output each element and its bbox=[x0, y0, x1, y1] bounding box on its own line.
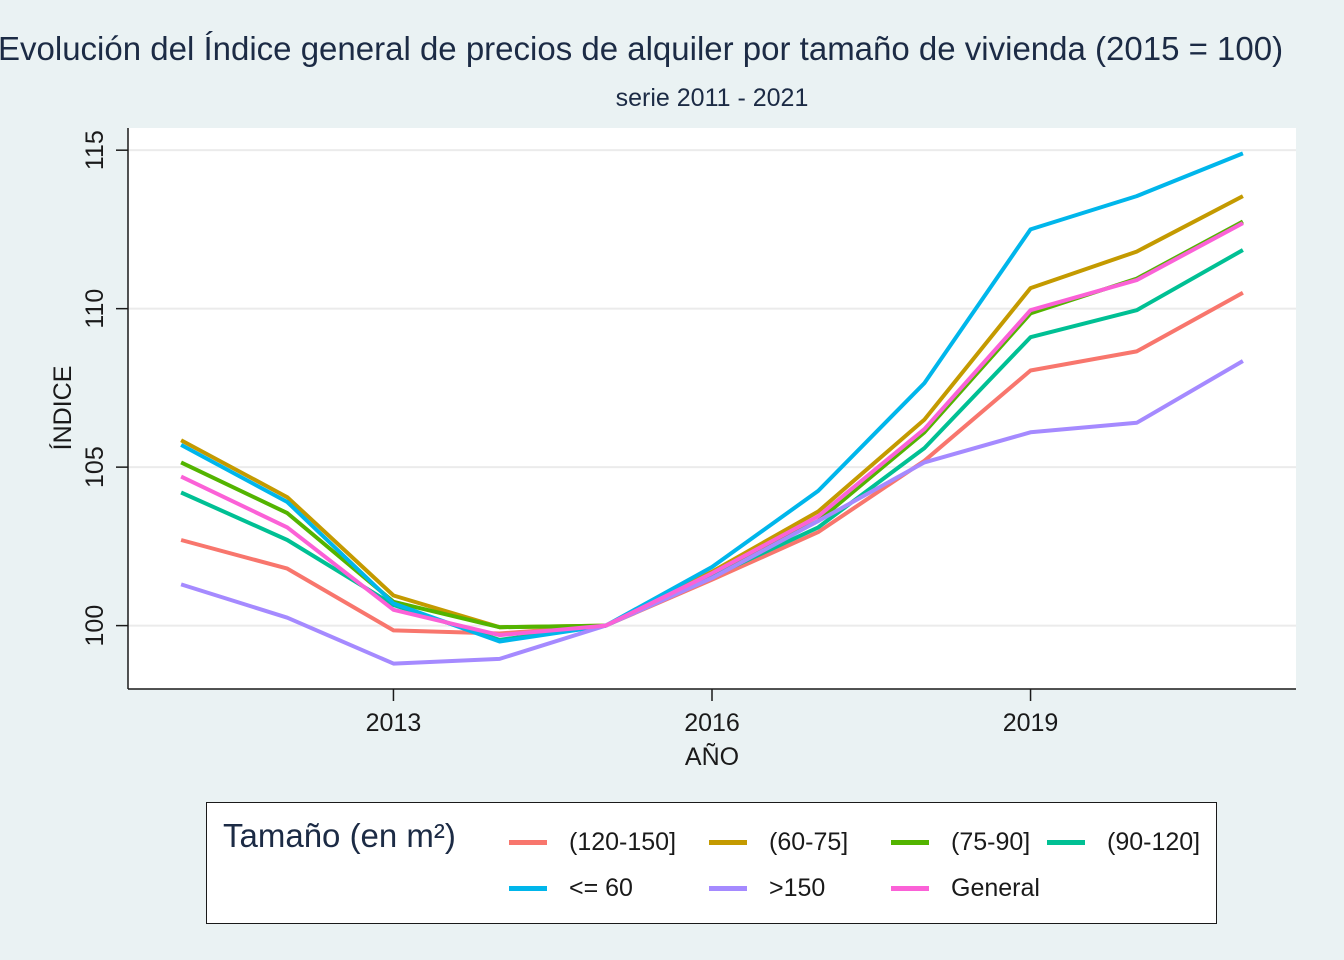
legend-label: General bbox=[951, 874, 1040, 902]
legend-label: (90-120] bbox=[1107, 828, 1201, 856]
y-tick-label: 105 bbox=[81, 446, 109, 488]
legend-label: (120-150] bbox=[569, 828, 677, 856]
legend-swatch bbox=[891, 886, 929, 891]
legend-swatch bbox=[709, 840, 747, 845]
x-axis-title: AÑO bbox=[685, 742, 739, 771]
y-axis-title: ÍNDICE bbox=[48, 366, 77, 451]
x-tick-label: 2019 bbox=[1003, 709, 1059, 737]
series-line bbox=[180, 359, 1244, 666]
legend-swatch bbox=[891, 840, 929, 845]
legend: Tamaño (en m²) (120-150] (60-75] (75-90] (9… bbox=[206, 802, 1217, 924]
chart-title: Evolución del Índice general de precios … bbox=[0, 30, 1284, 67]
plot-panel bbox=[128, 128, 1296, 689]
legend-label: (60-75] bbox=[769, 828, 849, 856]
legend-label: >150 bbox=[769, 874, 826, 902]
x-tick-label: 2013 bbox=[366, 709, 422, 737]
line-chart: 2013 2016 2019 100 105 110 115 AÑO ÍNDICE bbox=[48, 128, 1296, 771]
legend-swatch bbox=[1047, 840, 1085, 845]
legend-title: Tamaño (en m²) bbox=[223, 817, 456, 854]
y-tick-label: 100 bbox=[81, 605, 109, 647]
legend-swatch bbox=[709, 886, 747, 891]
series-line bbox=[180, 151, 1244, 644]
y-tick-label: 110 bbox=[81, 289, 109, 329]
y-ticks: 100 105 110 115 bbox=[81, 130, 128, 646]
x-tick-label: 2016 bbox=[684, 709, 740, 737]
y-tick-label: 115 bbox=[81, 130, 109, 170]
x-ticks: 2013 2016 2019 bbox=[366, 689, 1059, 737]
series-line bbox=[180, 221, 1244, 638]
legend-label: (75-90] bbox=[951, 828, 1031, 856]
legend-swatch bbox=[509, 840, 547, 845]
legend-label: <= 60 bbox=[569, 874, 633, 902]
gridlines bbox=[128, 149, 1296, 627]
series-lines bbox=[180, 151, 1244, 666]
legend-swatch bbox=[509, 886, 547, 891]
chart-subtitle: serie 2011 - 2021 bbox=[615, 84, 809, 112]
